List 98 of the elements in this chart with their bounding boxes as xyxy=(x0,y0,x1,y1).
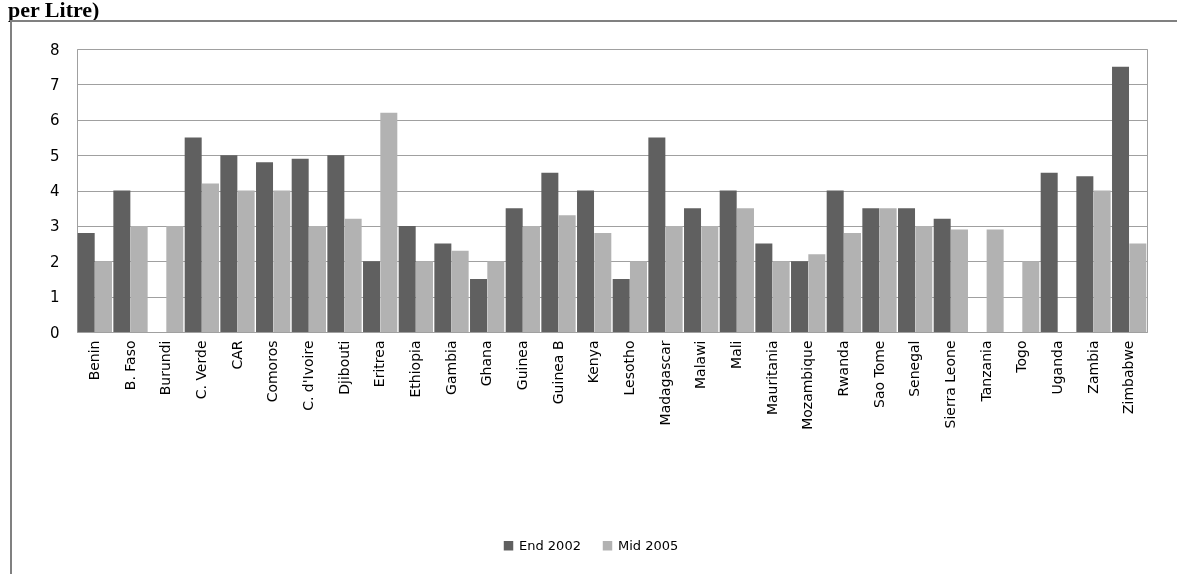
bar xyxy=(755,243,773,332)
x-tick-label: Ethiopia xyxy=(406,340,423,398)
bar xyxy=(701,225,719,332)
bar xyxy=(843,232,861,332)
x-tick-label: Burundi xyxy=(157,340,174,396)
bar xyxy=(415,261,433,332)
bar xyxy=(862,208,880,332)
bar xyxy=(470,278,488,332)
x-tick-label: Zambia xyxy=(1084,340,1101,394)
y-tick-label: 4 xyxy=(49,182,60,200)
x-tick-label: Benin xyxy=(85,340,102,381)
x-tick-label: Mauritania xyxy=(763,340,780,416)
x-tick-label: Mozambique xyxy=(799,340,816,430)
bar xyxy=(933,218,951,332)
bar xyxy=(577,190,595,332)
x-tick-label: Kenya xyxy=(585,340,602,384)
bar xyxy=(879,208,897,332)
bar xyxy=(648,137,666,332)
bar xyxy=(166,225,184,332)
bar xyxy=(77,232,95,332)
bar xyxy=(612,278,630,332)
bar xyxy=(451,250,469,332)
bar xyxy=(1022,261,1040,332)
y-tick-label: 2 xyxy=(49,252,60,271)
bar xyxy=(487,261,505,332)
bar xyxy=(826,190,844,332)
x-tick-label: CAR xyxy=(228,340,245,370)
x-tick-label: Ghana xyxy=(478,340,495,387)
bar xyxy=(344,218,362,332)
x-tick-label: Zimbabwe xyxy=(1120,340,1137,415)
y-tick-label: 6 xyxy=(49,111,60,130)
y-tick-label: 3 xyxy=(49,217,60,236)
y-tick-label: 0 xyxy=(49,323,60,342)
y-tick-label: 8 xyxy=(49,40,60,59)
bar xyxy=(130,225,148,332)
x-tick-label: Lesotho xyxy=(620,340,637,396)
bar xyxy=(986,229,1004,332)
bar xyxy=(772,261,790,332)
x-tick-label: Eritrea xyxy=(371,340,388,388)
legend-label: End 2002 xyxy=(519,537,581,553)
bar xyxy=(363,261,381,332)
bar xyxy=(736,208,754,332)
bar xyxy=(94,261,112,332)
bar xyxy=(684,208,702,332)
bar xyxy=(808,254,826,332)
x-tick-label: Djibouti xyxy=(335,340,352,395)
x-tick-label: Mali xyxy=(727,340,744,369)
bar xyxy=(220,155,238,332)
y-tick-label: 5 xyxy=(49,146,60,165)
x-tick-label: Sierra Leone xyxy=(941,340,958,429)
bar xyxy=(1040,172,1058,332)
x-tick-label: Rwanda xyxy=(834,340,851,397)
bar xyxy=(898,208,916,332)
bar xyxy=(380,112,398,332)
x-tick-label: Malawi xyxy=(692,340,709,389)
bar xyxy=(291,158,309,332)
x-tick-label: C. Verde xyxy=(192,340,209,400)
bar xyxy=(256,162,274,332)
x-tick-label: Gambia xyxy=(442,340,459,395)
bar xyxy=(950,229,968,332)
x-tick-label: Madagascar xyxy=(656,340,673,426)
bar xyxy=(201,183,219,332)
bar xyxy=(327,155,345,332)
bar xyxy=(398,225,416,332)
x-tick-label: C. d'Ivoire xyxy=(299,340,316,411)
x-tick-label: Comoros xyxy=(264,340,281,403)
y-tick-label: 7 xyxy=(49,75,60,94)
bar xyxy=(665,225,683,332)
bar xyxy=(1112,66,1130,332)
bar xyxy=(629,261,647,332)
bar xyxy=(308,225,326,332)
x-tick-label: B. Faso xyxy=(121,340,138,391)
bar xyxy=(791,261,809,332)
bar xyxy=(594,232,612,332)
legend-label: Mid 2005 xyxy=(618,537,679,553)
bar xyxy=(1076,176,1094,332)
x-tick-label: Senegal xyxy=(906,340,923,397)
x-tick-label: Guinea xyxy=(513,340,530,391)
bar xyxy=(915,225,933,332)
bar xyxy=(273,190,291,332)
bar xyxy=(541,172,559,332)
bar xyxy=(184,137,202,332)
bar xyxy=(434,243,452,332)
bar xyxy=(113,190,131,332)
x-tick-label: Sao Tome xyxy=(870,340,887,408)
bar xyxy=(1093,190,1111,332)
x-tick-label: Guinea B xyxy=(549,340,566,405)
bar xyxy=(505,208,523,332)
y-tick-label: 1 xyxy=(49,288,60,307)
chart-title: per Litre) xyxy=(8,0,100,23)
bar xyxy=(558,215,576,332)
bar xyxy=(719,190,737,332)
x-tick-label: Tanzania xyxy=(977,340,994,403)
bar xyxy=(237,190,255,332)
bar xyxy=(522,225,540,332)
x-tick-label: Togo xyxy=(1013,340,1030,374)
x-tick-label: Uganda xyxy=(1048,340,1065,395)
bar xyxy=(1129,243,1147,332)
